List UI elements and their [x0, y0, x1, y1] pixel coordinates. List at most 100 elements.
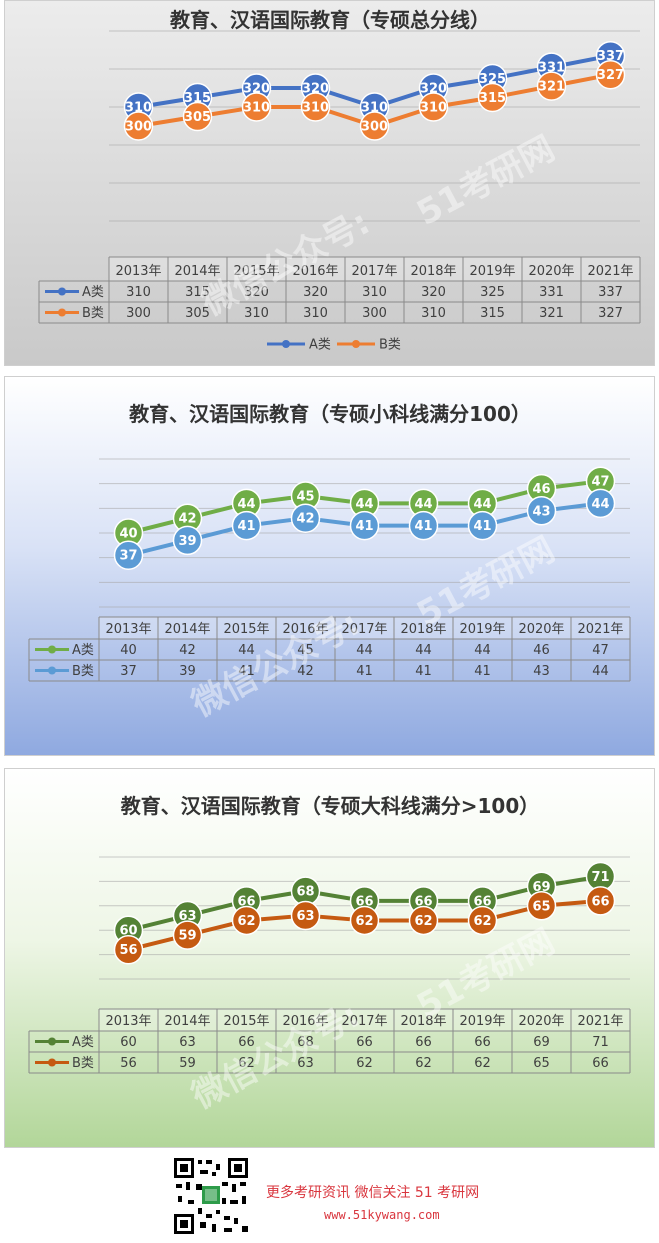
- data-label: 320: [302, 82, 329, 97]
- data-label: 40: [119, 527, 137, 542]
- data-point: [408, 905, 439, 936]
- series-name: A类: [72, 643, 94, 658]
- data-label: 39: [178, 534, 196, 549]
- data-label: 62: [237, 914, 255, 929]
- table-cell: 337: [598, 285, 623, 300]
- table-cell: 300: [126, 306, 151, 321]
- data-point: [585, 886, 616, 916]
- table-cell: 43: [533, 664, 550, 679]
- table-cell: 69: [533, 1035, 550, 1050]
- data-label: 68: [296, 885, 314, 900]
- data-label: 62: [473, 914, 491, 929]
- table-cell: 42: [179, 643, 196, 658]
- data-label: 46: [532, 482, 550, 497]
- data-label: 66: [473, 894, 491, 909]
- table-cell: 44: [592, 664, 609, 679]
- data-point: [300, 92, 331, 122]
- table-cell: 41: [356, 664, 373, 679]
- data-point: [349, 905, 380, 936]
- tick-label: 2016年: [282, 1014, 328, 1029]
- data-label: 310: [243, 101, 270, 116]
- legend-key-marker: [48, 1058, 56, 1067]
- table-cell: 41: [238, 664, 255, 679]
- series-name: A类: [82, 285, 104, 300]
- tick-label: 2019年: [469, 264, 515, 279]
- legend-key-marker: [58, 287, 66, 296]
- data-label: 47: [591, 475, 609, 490]
- table-cell: 63: [297, 1056, 314, 1071]
- table-cell: 45: [297, 643, 314, 658]
- tick-label: 2014年: [174, 264, 220, 279]
- data-label: 315: [479, 91, 506, 106]
- chart-panel-large-subject: 教育、汉语国际教育（专硕大科线满分>100） 60 63 66 68 66 66 66 69 71…: [4, 768, 655, 1148]
- series-name: B类: [72, 664, 94, 679]
- data-point: [536, 71, 567, 101]
- data-label: 66: [355, 894, 373, 909]
- table-cell: 320: [421, 285, 446, 300]
- data-label: 305: [184, 110, 211, 125]
- tick-label: 2013年: [115, 264, 161, 279]
- data-label: 41: [355, 519, 373, 534]
- data-point: [290, 900, 321, 931]
- data-label: 327: [597, 68, 624, 83]
- table-cell: 47: [592, 643, 609, 658]
- tick-label: 2021年: [577, 622, 623, 637]
- data-point: [595, 59, 626, 90]
- data-point: [123, 111, 154, 141]
- table-cell: 44: [238, 643, 255, 658]
- chart-svg: 教育、汉语国际教育（专硕总分线） 310 315 320 320 310 320 325 331…: [38, 8, 641, 353]
- chart-panel-total: 教育、汉语国际教育（专硕总分线） 310 315 320 320 310 320 325 331…: [4, 0, 655, 366]
- data-point: [526, 496, 557, 526]
- table-cell: 71: [592, 1035, 609, 1050]
- data-point: [241, 92, 272, 122]
- footer-website-link[interactable]: www.51kywang.com: [324, 1208, 440, 1222]
- data-label: 41: [414, 519, 432, 534]
- data-label: 43: [532, 504, 550, 519]
- data-label: 320: [243, 82, 270, 97]
- table-cell: 310: [362, 285, 387, 300]
- tick-label: 2016年: [292, 264, 338, 279]
- data-label: 62: [355, 914, 373, 929]
- data-label: 310: [302, 101, 329, 116]
- data-label: 63: [178, 909, 196, 924]
- data-point: [349, 510, 380, 541]
- data-label: 310: [361, 101, 388, 116]
- data-point: [467, 905, 498, 936]
- data-label: 44: [414, 497, 432, 512]
- tick-label: 2019年: [459, 622, 505, 637]
- data-point: [231, 905, 262, 936]
- table-cell: 315: [480, 306, 505, 321]
- footer-promo-text: 更多考研资讯 微信关注 51 考研网: [266, 1185, 480, 1201]
- table-cell: 62: [356, 1056, 373, 1071]
- data-label: 44: [237, 497, 255, 512]
- data-label: 42: [296, 512, 314, 527]
- data-label: 331: [538, 61, 565, 76]
- data-point: [477, 82, 508, 113]
- data-label: 320: [420, 82, 447, 97]
- data-label: 37: [119, 549, 137, 564]
- data-label: 65: [532, 899, 550, 914]
- data-label: 66: [237, 894, 255, 909]
- data-label: 300: [125, 120, 152, 135]
- tick-label: 2015年: [223, 1014, 269, 1029]
- tick-label: 2021年: [587, 264, 633, 279]
- series-name: B类: [72, 1056, 94, 1071]
- table-cell: 44: [356, 643, 373, 658]
- tick-label: 2021年: [577, 1014, 623, 1029]
- table-header-bg: [99, 1009, 630, 1031]
- tick-label: 2020年: [518, 622, 564, 637]
- series-name: A类: [72, 1035, 94, 1050]
- data-label: 66: [414, 894, 432, 909]
- data-point: [408, 510, 439, 541]
- data-label: 310: [125, 101, 152, 116]
- table-cell: 66: [474, 1035, 491, 1050]
- table-cell: 40: [120, 643, 137, 658]
- table-cell: 320: [303, 285, 328, 300]
- data-label: 71: [591, 870, 609, 885]
- tick-label: 2018年: [400, 622, 446, 637]
- data-label: 325: [479, 72, 506, 87]
- legend-marker: [282, 340, 290, 348]
- tick-label: 2017年: [341, 622, 387, 637]
- table-cell: 66: [356, 1035, 373, 1050]
- data-label: 63: [296, 909, 314, 924]
